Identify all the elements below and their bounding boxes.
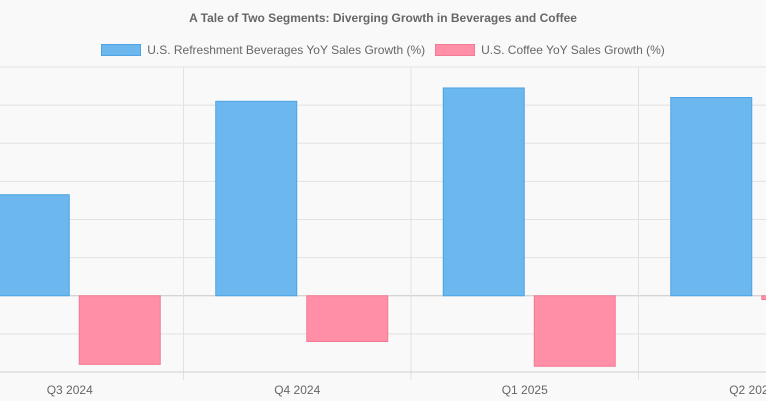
legend-swatch-refreshment — [101, 44, 142, 56]
legend-swatch-coffee — [435, 44, 476, 56]
legend-label-refreshment: U.S. Refreshment Beverages YoY Sales Gro… — [147, 43, 426, 57]
bar-coffee — [306, 295, 389, 342]
bar-refreshment — [442, 87, 525, 297]
bar-coffee — [533, 295, 616, 367]
legend-item-coffee[interactable]: U.S. Coffee YoY Sales Growth (%) — [435, 43, 665, 57]
bar-coffee — [78, 295, 161, 365]
bar-coffee — [761, 295, 766, 301]
x-tick-label: Q2 2025 — [729, 383, 766, 397]
chart-title: A Tale of Two Segments: Diverging Growth… — [189, 11, 577, 25]
bar-refreshment — [215, 100, 298, 297]
x-tick-label: Q4 2024 — [274, 383, 320, 397]
x-tick-label: Q3 2024 — [47, 383, 93, 397]
x-tick-label: Q1 2025 — [502, 383, 548, 397]
legend-item-refreshment[interactable]: U.S. Refreshment Beverages YoY Sales Gro… — [101, 43, 425, 57]
legend-label-coffee: U.S. Coffee YoY Sales Growth (%) — [481, 43, 665, 57]
bar-refreshment — [670, 97, 753, 297]
legend: U.S. Refreshment Beverages YoY Sales Gro… — [0, 43, 766, 57]
bar-refreshment — [0, 194, 70, 297]
